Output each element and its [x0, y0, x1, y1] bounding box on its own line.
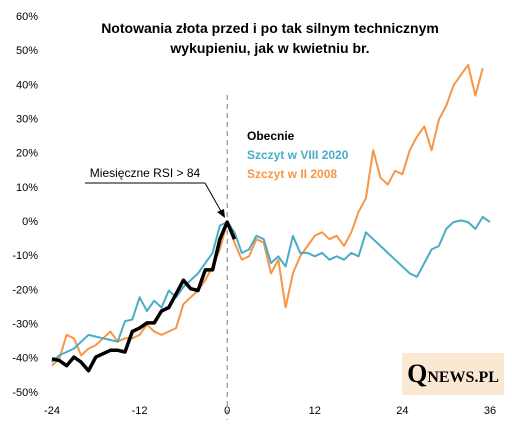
y-tick-label: -10%: [12, 250, 38, 262]
x-tick-label: -24: [44, 405, 60, 417]
legend-entry: Szczyt w II 2008: [247, 167, 337, 181]
annotation-arrow: [204, 182, 223, 214]
series-line: [51, 220, 237, 373]
y-tick-label: -50%: [12, 387, 38, 399]
series-line: [51, 63, 484, 367]
y-tick-label: 30%: [16, 113, 38, 125]
legend-entry: Szczyt w VIII 2020: [247, 148, 349, 162]
legend-entry: Obecnie: [247, 129, 295, 143]
x-tick-label: 36: [484, 405, 496, 417]
x-tick-label: 24: [396, 405, 408, 417]
series-line: [51, 216, 491, 363]
x-tick-label: 12: [309, 405, 321, 417]
y-tick-label: 40%: [16, 79, 38, 91]
y-tick-label: 20%: [16, 148, 38, 160]
y-tick-label: 0%: [22, 216, 38, 228]
y-tick-label: 60%: [16, 11, 38, 23]
x-tick-label: -12: [132, 405, 148, 417]
logo: QNEWS.PL: [402, 353, 504, 395]
y-tick-label: 50%: [16, 45, 38, 57]
arrow-head: [217, 209, 225, 218]
chart-title: Notowania złota przed i po tak silnym te…: [101, 20, 439, 56]
annotation: Miesięczne RSI > 84: [90, 166, 201, 180]
y-tick-label: -20%: [12, 284, 38, 296]
y-tick-label: 10%: [16, 182, 38, 194]
y-tick-label: -40%: [12, 353, 38, 365]
y-tick-label: -30%: [12, 319, 38, 331]
